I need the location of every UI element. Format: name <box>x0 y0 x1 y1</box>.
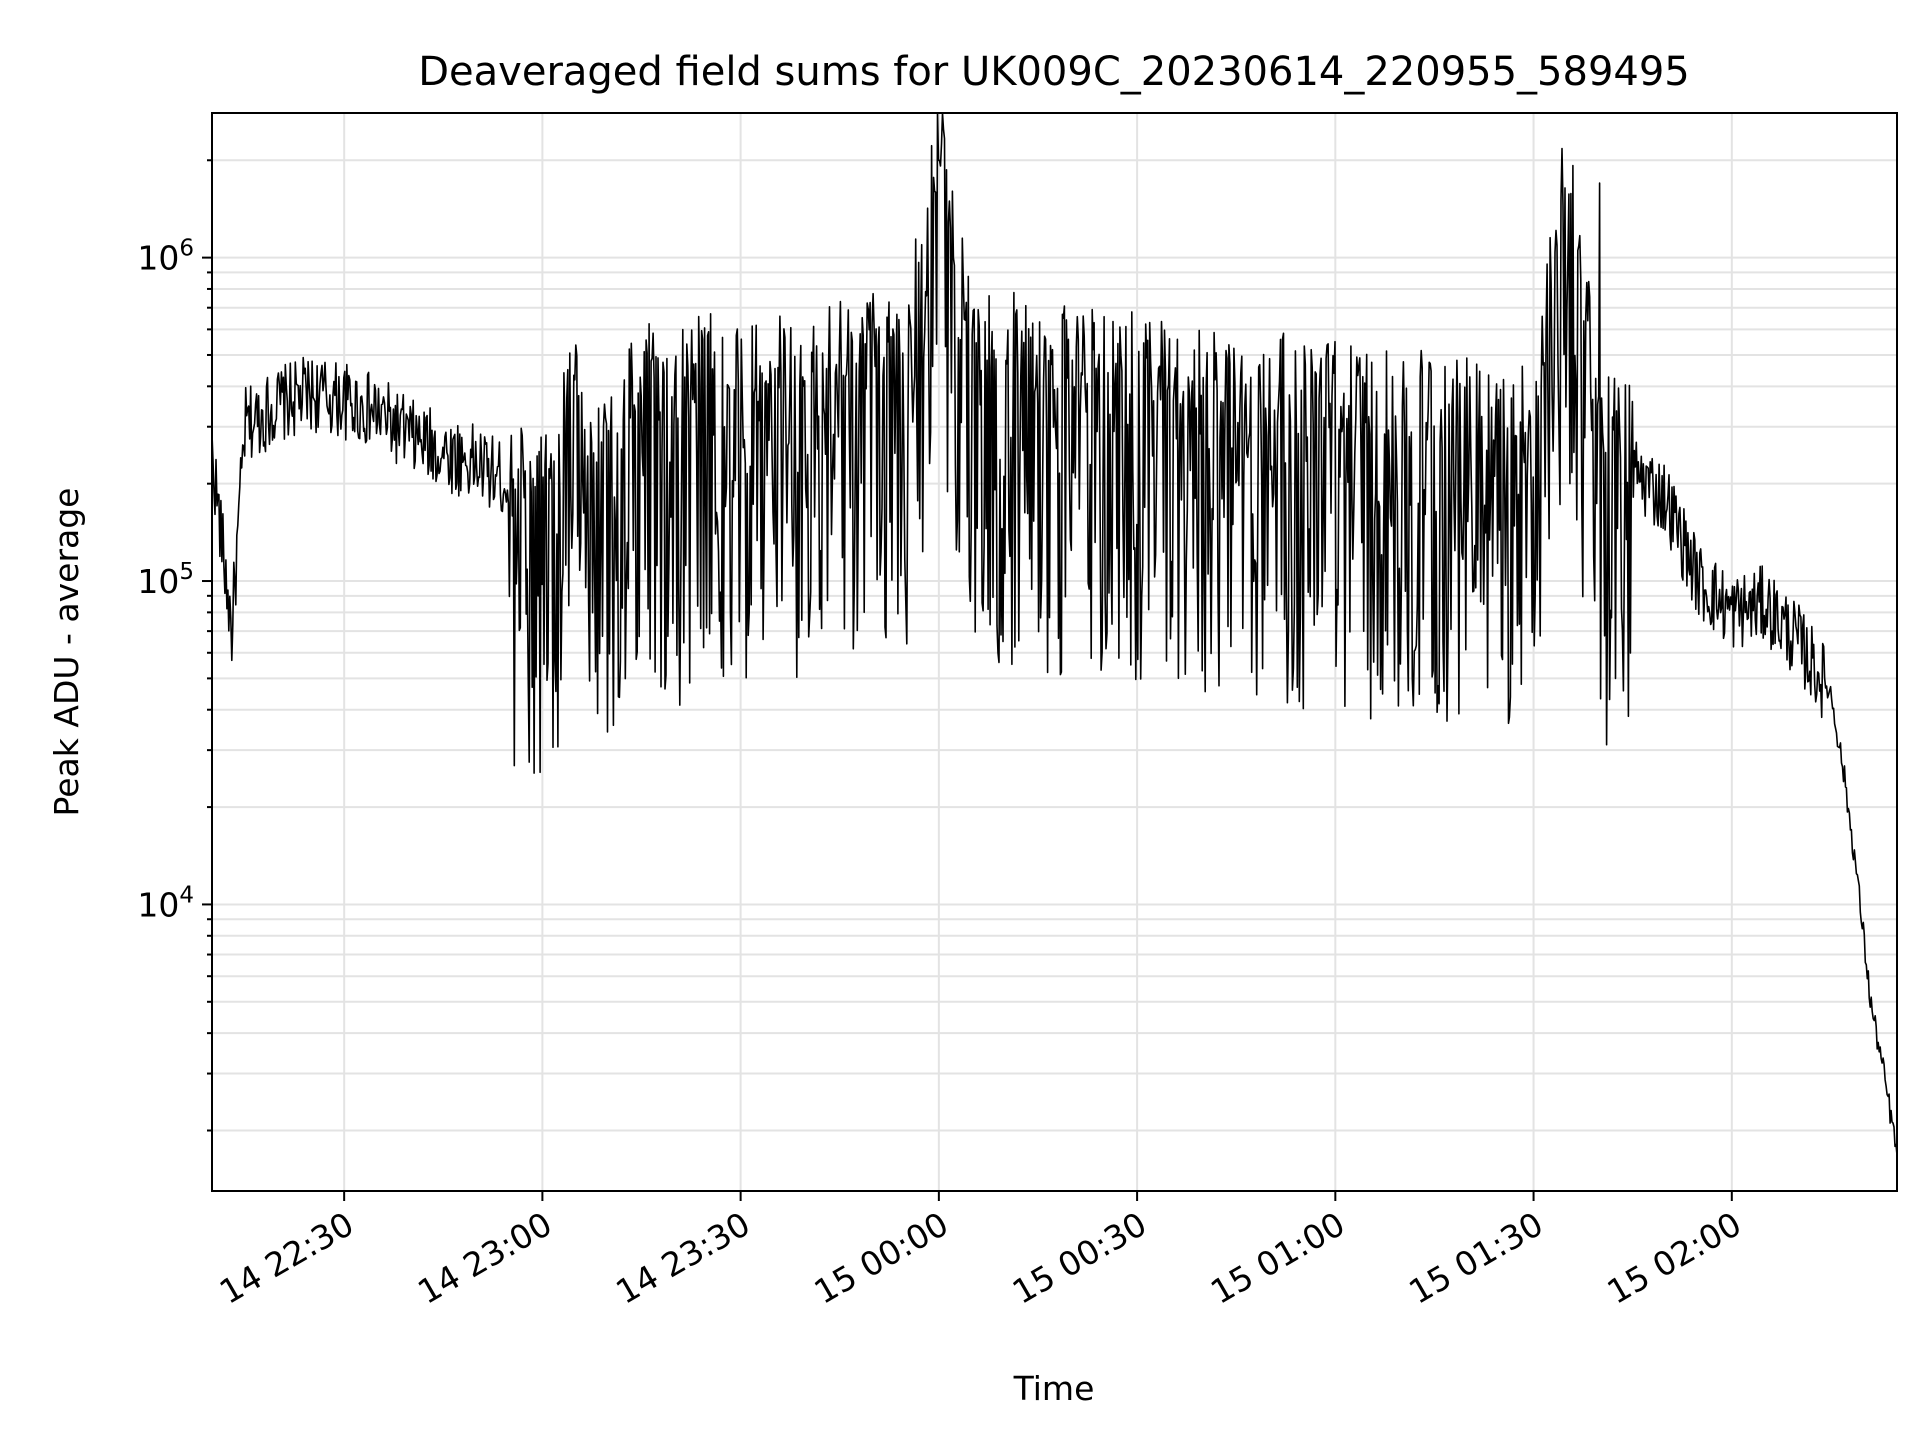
x-axis-title: Time <box>1013 1369 1095 1408</box>
grid-lines <box>212 113 1897 1191</box>
series-line <box>211 112 1898 1156</box>
x-tick-label: 15 00:00 <box>808 1204 955 1312</box>
x-tick-label: 15 02:00 <box>1600 1204 1747 1312</box>
y-tick-label: 105 <box>137 559 194 601</box>
x-axis: 14 22:30 14 23:00 14 23:30 15 00:00 15 00:30… <box>213 1191 1748 1312</box>
x-tick-label: 15 00:30 <box>1006 1204 1153 1312</box>
x-tick-label: 14 23:00 <box>411 1204 558 1312</box>
y-axis: 104 105 106 <box>137 159 212 1132</box>
y-tick-label: 106 <box>137 236 194 278</box>
y-tick-label: 104 <box>137 882 194 924</box>
chart-title: Deaveraged field sums for UK009C_2023061… <box>418 49 1689 95</box>
x-tick-label: 15 01:00 <box>1204 1204 1351 1312</box>
x-tick-label: 14 23:30 <box>609 1204 756 1312</box>
y-axis-title: Peak ADU - average <box>47 488 86 817</box>
x-tick-label: 14 22:30 <box>213 1204 360 1312</box>
x-tick-label: 15 01:30 <box>1402 1204 1549 1312</box>
